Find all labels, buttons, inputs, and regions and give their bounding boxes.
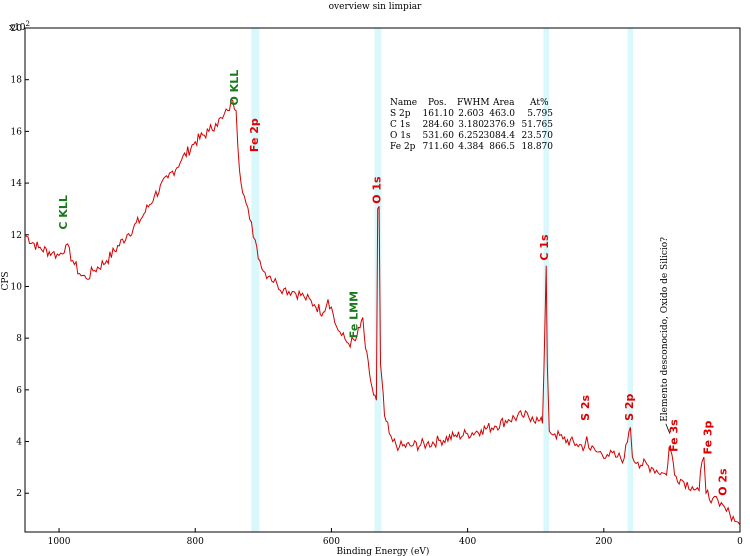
peak-label: S 2s [579,394,592,420]
quant-table-cell: 23.570 [522,131,554,141]
y-tick-label: 18 [11,76,23,86]
highlight-region-0 [251,28,260,532]
x-axis-title: Binding Energy (eV) [337,546,430,556]
peak-label: S 2p [623,393,636,420]
quant-table-header: FWHM [457,98,490,108]
x-tick-label: 800 [187,537,204,547]
quant-table-cell: 284.60 [423,120,455,130]
quant-table-cell: O 1s [390,131,411,141]
quant-table-cell: 866.5 [489,142,515,152]
quant-table-cell: 711.60 [423,142,455,152]
peak-label: C 1s [538,234,551,261]
y-tick-label: 16 [11,127,23,137]
quant-table-cell: 3084.4 [484,131,516,141]
spectrum-series-line [24,99,741,526]
peak-label: O 2s [716,468,729,496]
x-axis-ticks: 1000 800 600 400 200 0 [48,528,743,547]
x-tick-label: 600 [323,537,340,547]
y-tick-label: 12 [11,231,22,241]
highlight-region-3 [627,28,634,532]
x-tick-label: 400 [459,537,476,547]
peak-label: Fe LMM [347,291,360,338]
unknown-element-annotation: Elemento desconocido, Oxido de Silicio? [660,237,671,434]
quant-table-cell: 531.60 [423,131,455,141]
y-tick-label: 10 [11,282,23,292]
y-tick-label: 6 [16,386,22,396]
quant-table-cell: 18.870 [522,142,554,152]
y-tick-label: 20 [11,24,23,34]
x-tick-label: 0 [737,537,743,547]
plot-frame [24,27,741,533]
y-tick-label: 14 [11,179,23,189]
y-axis-title: CPS [1,271,11,290]
y-tick-label: 8 [16,334,22,344]
y-axis-multiplier: x102 [9,20,30,33]
quant-table-cell: 2.603 [458,109,484,119]
quant-table-cell: C 1s [390,120,410,130]
quant-table-cell: 5.795 [527,109,553,119]
quantification-table: Name Pos. FWHM Area At% S 2p 161.10 2.603 463.0 5… [390,98,553,152]
y-tick-label: 4 [16,438,22,448]
y-tick-label: 2 [16,489,22,499]
quant-table-header: Area [492,98,515,108]
highlight-region-1 [374,28,382,532]
peak-label: Fe 3p [701,420,714,454]
x-tick-label: 200 [595,537,612,547]
peak-label: Fe 2p [248,118,261,152]
quant-table-header: At% [529,98,549,108]
quant-table-header: Pos. [428,98,447,108]
quant-table-cell: 2376.9 [484,120,516,130]
peak-label: O 1s [371,176,384,204]
quant-table-cell: 51.765 [522,120,554,130]
peak-label: Fe 3s [667,419,680,452]
quant-table-cell: S 2p [390,109,411,119]
y-axis-ticks: 2 4 6 8 10 12 14 16 18 20 [11,24,29,499]
quant-table-cell: 161.10 [423,109,455,119]
annotation-leader-line [665,423,671,434]
quant-table-cell: 3.180 [458,120,484,130]
chart-title: overview sin limpiar [328,2,422,12]
quant-table-cell: 6.252 [458,131,484,141]
annotation-text: Elemento desconocido, Oxido de Silicio? [660,237,670,422]
x-tick-label: 1000 [48,537,71,547]
quant-table-header: Name [390,98,417,108]
peak-label: C KLL [57,195,70,229]
peak-label: O KLL [228,70,241,106]
quant-table-cell: Fe 2p [390,142,416,152]
quant-table-cell: 463.0 [489,109,515,119]
quant-table-cell: 4.384 [458,142,484,152]
